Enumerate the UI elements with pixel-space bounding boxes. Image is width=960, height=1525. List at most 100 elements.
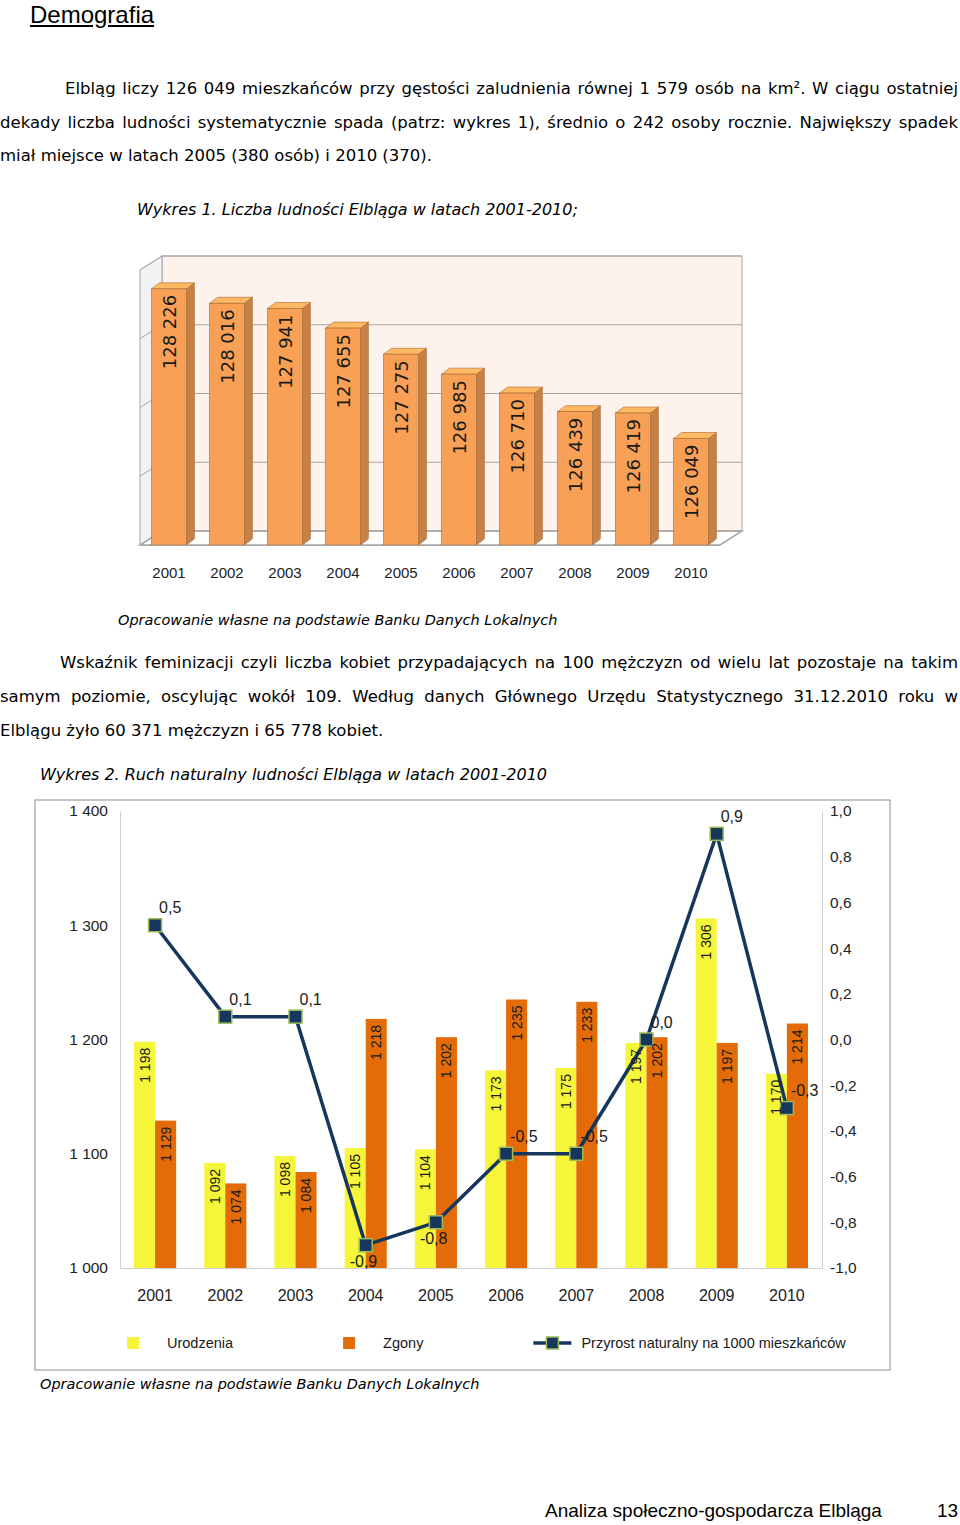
x-tick: 2006: [442, 564, 475, 581]
bar-top: [442, 368, 485, 374]
legend-symbol: [343, 1337, 355, 1349]
paragraph: Wskaźnik feminizacji czyli liczba kobiet…: [0, 646, 958, 748]
bar: [366, 1019, 387, 1268]
bar: [717, 1043, 738, 1268]
marker: [500, 1147, 513, 1160]
y2-tick: 0,2: [830, 985, 852, 1002]
data-label: 126 419: [623, 419, 644, 493]
data-label: 0,1: [229, 991, 251, 1008]
x-tick-label: 2005: [384, 564, 417, 581]
legend-label: Przyrost naturalny na 1000 mieszkańców: [581, 1335, 846, 1351]
bar: [442, 374, 477, 545]
chart-1: 128 226128 016127 941127 655127 275126 9…: [140, 256, 742, 581]
bar: [384, 354, 419, 545]
bar: [674, 439, 709, 545]
x-tick: 2005: [418, 1287, 454, 1304]
page-number: 13: [937, 1500, 958, 1522]
data-label: -0,8: [420, 1230, 448, 1247]
y2-tick: 0,4: [830, 940, 852, 957]
x-tick: 2006: [488, 1287, 524, 1304]
x-tick: 2010: [769, 1287, 805, 1304]
bar: [558, 412, 593, 545]
chart-2: 1 0001 1001 2001 3001 4001,00,80,60,40,2…: [35, 800, 890, 1370]
data-label: 1 104: [417, 1155, 433, 1190]
legend-item: Zgony: [343, 1335, 424, 1351]
y2-tick-label: 0,2: [830, 985, 852, 1002]
x-tick-label: 2003: [268, 564, 301, 581]
page: 128 226128 016127 941127 655127 275126 9…: [0, 0, 960, 1525]
y2-tick-label: -0,8: [830, 1214, 857, 1231]
bar-side: [592, 406, 600, 545]
data-label: 0,9: [721, 808, 743, 825]
chart-source: Opracowanie własne na podstawie Banku Da…: [118, 612, 558, 628]
y2-tick: 0,6: [830, 894, 852, 911]
data-label: 126 985: [449, 380, 470, 454]
bar-top: [674, 433, 717, 439]
x-tick: 2009: [616, 564, 649, 581]
bar-side: [302, 302, 310, 545]
x-axis: 2001200220032004200520062007200820092010: [121, 1269, 823, 1305]
data-label: -0,5: [510, 1128, 538, 1145]
data-label: 1 218: [368, 1025, 384, 1060]
x-tick: 2005: [384, 564, 417, 581]
plot-marks: [134, 827, 808, 1268]
data-label: 0,0: [651, 1014, 673, 1031]
bar: [616, 413, 651, 545]
bar: [500, 393, 535, 545]
x-tick-label: 2010: [769, 1287, 805, 1304]
x-tick-label: 2007: [500, 564, 533, 581]
x-tick: 2007: [500, 564, 533, 581]
y2-tick-label: 1,0: [830, 802, 852, 819]
y-tick-label: 1 200: [69, 1031, 108, 1048]
bar: [210, 303, 245, 545]
legend-symbol: [127, 1337, 139, 1349]
data-label: 1 098: [277, 1162, 293, 1197]
y-tick: 1 100: [69, 1145, 108, 1162]
x-tick-label: 2004: [348, 1287, 384, 1304]
marker: [149, 919, 162, 932]
y-tick: 1 000: [69, 1259, 108, 1276]
bar: [326, 328, 361, 545]
x-tick: 2001: [152, 564, 185, 581]
data-label: 126 049: [681, 445, 702, 519]
y-tick-label: 1 400: [69, 802, 108, 819]
bar: [555, 1068, 576, 1268]
x-tick-label: 2002: [210, 564, 243, 581]
line: [155, 834, 787, 1245]
legend-item: Urodzenia: [127, 1335, 234, 1351]
bar: [152, 289, 187, 545]
bar-top: [500, 387, 543, 393]
data-label: -0,9: [350, 1253, 378, 1270]
data-label: 126 439: [565, 418, 586, 492]
bar: [415, 1149, 436, 1268]
data-label: 127 655: [333, 334, 354, 408]
chart-title: Wykres 2. Ruch naturalny ludności Elbląg…: [40, 765, 547, 784]
x-tick-label: 2009: [699, 1287, 735, 1304]
bars: [152, 283, 717, 545]
marker: [289, 1010, 302, 1023]
x-tick: 2003: [278, 1287, 314, 1304]
x-tick-label: 2010: [674, 564, 707, 581]
data-labels: 1 1981 0921 0981 1051 1041 1731 1751 197…: [137, 808, 819, 1270]
x-tick-label: 2006: [442, 564, 475, 581]
axis-line: [120, 812, 121, 1269]
y-tick-label: 1 300: [69, 917, 108, 934]
data-label: 1 173: [488, 1076, 504, 1111]
x-tick: 2010: [674, 564, 707, 581]
data-label: 127 275: [391, 360, 412, 434]
y2-tick: -0,8: [830, 1214, 857, 1231]
x-tick: 2004: [326, 564, 359, 581]
bar: [155, 1121, 176, 1268]
x-tick: 2007: [559, 1287, 595, 1304]
x-tick: 2001: [137, 1287, 173, 1304]
data-label: 1 202: [438, 1043, 454, 1078]
bar-top: [558, 406, 601, 412]
bar-top: [326, 322, 369, 328]
axis-line: [141, 545, 721, 546]
x-tick: 2009: [699, 1287, 735, 1304]
data-label: 1 306: [698, 924, 714, 959]
bar-side: [534, 387, 542, 545]
data-label: 1 202: [649, 1043, 665, 1078]
bar-side: [418, 348, 426, 545]
bar-top: [268, 302, 311, 308]
